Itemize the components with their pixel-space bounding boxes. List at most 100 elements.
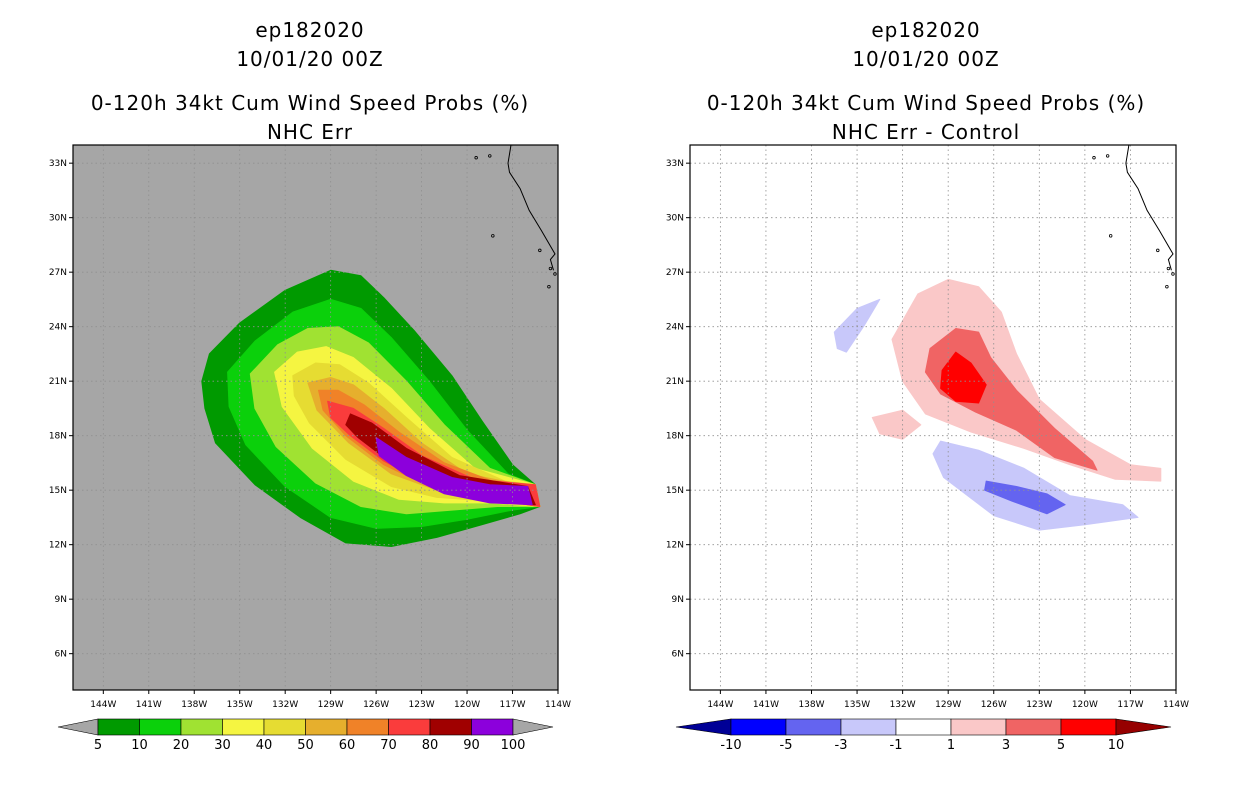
- colorbar-label: 40: [256, 738, 273, 753]
- colorbar-swatch: [950, 718, 1007, 736]
- x-tick-label: 114W: [1163, 700, 1189, 710]
- colorbar-label: 10: [131, 738, 148, 753]
- island: [1166, 266, 1171, 271]
- colorbar-label: 5: [94, 738, 102, 753]
- plot-background: [690, 145, 1176, 690]
- colorbar-extend-low: [675, 718, 732, 736]
- colorbar-label: 50: [297, 738, 314, 753]
- y-tick-label: 9N: [55, 595, 67, 605]
- y-tick-label: 6N: [55, 650, 67, 660]
- x-tick-label: 120W: [454, 700, 480, 710]
- left-title-line-1: ep182020: [255, 18, 364, 42]
- colorbar-swatch: [305, 718, 348, 736]
- colorbar-swatch: [895, 718, 952, 736]
- colorbar-extend-high: [1115, 718, 1172, 736]
- colorbar-label: 60: [339, 738, 356, 753]
- y-tick-label: 33N: [666, 159, 684, 169]
- x-tick-label: 117W: [1117, 700, 1143, 710]
- coastline: [507, 144, 556, 271]
- island: [1165, 285, 1169, 289]
- island: [1092, 156, 1096, 160]
- y-tick-label: 30N: [666, 214, 684, 224]
- colorbar-label: 1: [947, 738, 955, 753]
- colorbar-swatch: [263, 718, 306, 736]
- colorbar-swatch: [346, 718, 389, 736]
- y-tick-label: 21N: [49, 377, 67, 387]
- y-tick-label: 9N: [672, 595, 684, 605]
- x-tick-label: 117W: [499, 700, 525, 710]
- colorbar-label: 20: [173, 738, 190, 753]
- colorbar-swatch: [139, 718, 182, 736]
- left-title-line-4: NHC Err: [267, 120, 353, 144]
- y-tick-label: 12N: [666, 541, 684, 551]
- y-tick-label: 27N: [49, 268, 67, 278]
- contour-neg3: [984, 480, 1066, 515]
- island: [547, 285, 551, 289]
- x-tick-label: 138W: [798, 700, 824, 710]
- x-tick-label: 144W: [707, 700, 733, 710]
- colorbar-label: -5: [780, 738, 793, 753]
- x-tick-label: 129W: [318, 700, 344, 710]
- contour-layer: [201, 269, 541, 547]
- colorbar-swatch: [730, 718, 787, 736]
- colorbar-swatch: [1060, 718, 1117, 736]
- x-tick-label: 114W: [545, 700, 571, 710]
- colorbar-swatch: [1005, 718, 1062, 736]
- island: [1105, 154, 1110, 158]
- plot-frame: [72, 144, 559, 691]
- colorbar-swatch: [97, 718, 140, 736]
- plot-frame: [689, 144, 1177, 691]
- island: [1156, 248, 1160, 253]
- contour-1: [871, 409, 922, 440]
- colorbar-extend-low: [57, 718, 99, 736]
- y-tick-label: 15N: [49, 486, 67, 496]
- colorbar-label: 100: [501, 738, 526, 753]
- contour-layer: [833, 278, 1162, 531]
- colorbar-swatch: [471, 718, 514, 736]
- colorbar-label: 10: [1108, 738, 1125, 753]
- colorbar-label: 90: [463, 738, 480, 753]
- colorbar-label: 5: [1057, 738, 1065, 753]
- x-tick-label: 132W: [890, 700, 916, 710]
- y-tick-label: 27N: [666, 268, 684, 278]
- colorbar-label: -10: [720, 738, 741, 753]
- colorbar-swatch: [785, 718, 842, 736]
- x-tick-label: 126W: [981, 700, 1007, 710]
- colorbar-swatch: [840, 718, 897, 736]
- left-panel: ep182020 10/01/20 00Z 0-120h 34kt Cum Wi…: [49, 18, 571, 753]
- y-tick-label: 33N: [49, 159, 67, 169]
- x-tick-label: 120W: [1072, 700, 1098, 710]
- x-tick-label: 135W: [844, 700, 870, 710]
- colorbar-label: 30: [214, 738, 231, 753]
- x-tick-label: 123W: [1026, 700, 1052, 710]
- colorbar-label: -3: [835, 738, 848, 753]
- contour-90: [375, 437, 533, 506]
- x-tick-label: 144W: [90, 700, 116, 710]
- island: [538, 248, 542, 253]
- contour-70: [327, 400, 541, 507]
- island: [553, 272, 557, 276]
- y-tick-label: 18N: [666, 432, 684, 442]
- x-tick-label: 126W: [363, 700, 389, 710]
- y-tick-label: 6N: [672, 650, 684, 660]
- right-title-line-2: 10/01/20 00Z: [852, 47, 999, 71]
- colorbar-label: 70: [380, 738, 397, 753]
- colorbar-label: -1: [890, 738, 903, 753]
- y-tick-label: 12N: [49, 541, 67, 551]
- colorbar-label: 80: [422, 738, 439, 753]
- colorbar-extend-high: [512, 718, 554, 736]
- island: [1171, 272, 1175, 276]
- x-tick-label: 132W: [272, 700, 298, 710]
- y-tick-label: 24N: [666, 323, 684, 333]
- right-title-line-1: ep182020: [871, 18, 980, 42]
- island: [491, 234, 495, 238]
- right-title-line-3: 0-120h 34kt Cum Wind Speed Probs (%): [707, 91, 1145, 115]
- left-title-line-3: 0-120h 34kt Cum Wind Speed Probs (%): [91, 91, 529, 115]
- x-tick-label: 141W: [753, 700, 779, 710]
- left-title-line-2: 10/01/20 00Z: [236, 47, 383, 71]
- y-tick-label: 24N: [49, 323, 67, 333]
- y-tick-label: 30N: [49, 214, 67, 224]
- colorbar-label: 3: [1002, 738, 1010, 753]
- x-tick-label: 141W: [136, 700, 162, 710]
